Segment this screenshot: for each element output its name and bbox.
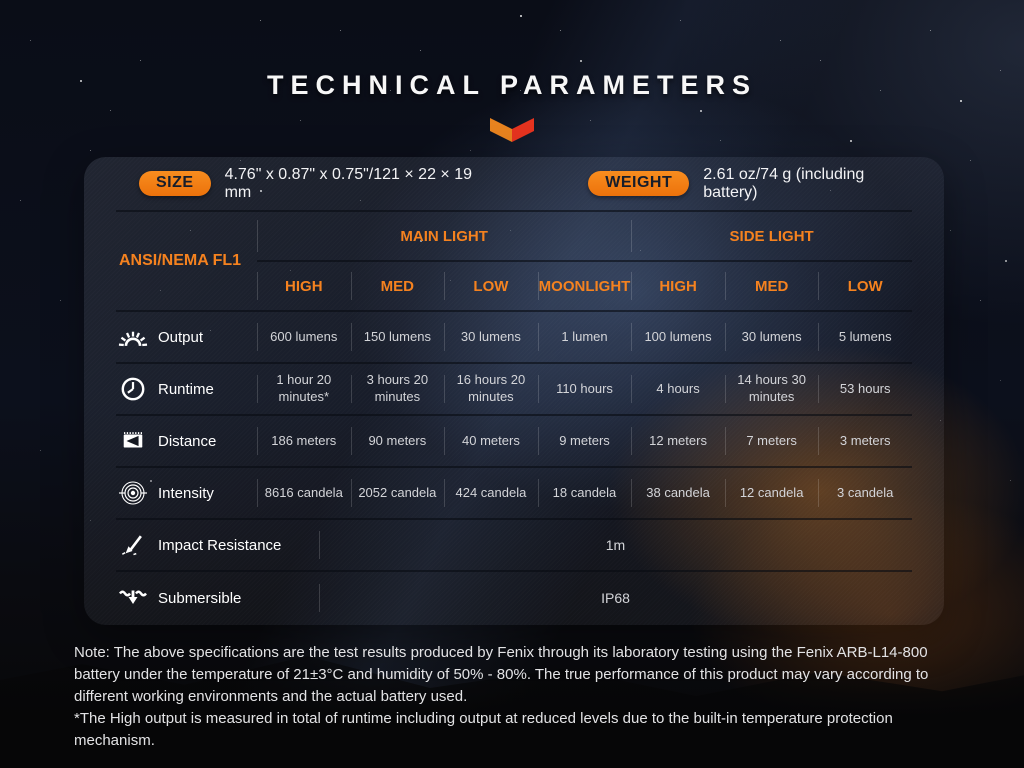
column-header-high-0: HIGH [257, 262, 351, 312]
ansi-nema-label: ANSI/NEMA FL1 [116, 212, 257, 312]
starfield-bright [0, 0, 2, 2]
table-cell: 8616 candela [257, 468, 351, 520]
page-title: TECHNICAL PARAMETERS [266, 70, 757, 100]
note-main: Note: The above specifications are the t… [74, 644, 929, 705]
row-label-output: Output [116, 312, 257, 364]
row-label-text: Runtime [158, 380, 214, 398]
table-cell: 2052 candela [350, 468, 445, 520]
spec-panel: SIZE 4.76" x 0.87" x 0.75"/121 × 22 × 19… [84, 157, 944, 625]
table-cell: 4 hours [631, 364, 725, 416]
table-cell: 16 hours 20 minutes [444, 364, 538, 416]
weight-value: 2.61 oz/74 g (including battery) [703, 165, 865, 201]
intensity-icon [118, 479, 148, 507]
merged-cell: 1m [319, 537, 912, 553]
row-label-text: Intensity [158, 484, 214, 502]
table-cell: 30 lumens [724, 312, 819, 364]
table-cell: 1 hour 20 minutes* [257, 364, 351, 416]
column-header-moonlight-3: MOONLIGHT [537, 262, 632, 312]
table-cell: 150 lumens [350, 312, 445, 364]
clock-icon [118, 376, 148, 402]
table-cell: 1 lumen [537, 312, 632, 364]
ansi-fl1-table: ANSI/NEMA FL1 MAIN LIGHT SIDE LIGHT HIGH MED… [116, 212, 912, 520]
table-cell: 18 candela [537, 468, 632, 520]
row-label-submersible: Submersible [116, 585, 319, 611]
column-header-med-1: MED [350, 262, 445, 312]
group-header-main-light: MAIN LIGHT [257, 212, 632, 262]
merged-rows: Impact Resistance 1m Submersible IP68 [84, 520, 944, 624]
group-header-side-light: SIDE LIGHT [631, 212, 912, 262]
table-cell: 53 hours [818, 364, 912, 416]
table-cell: 30 lumens [444, 312, 538, 364]
row-label-intensity: Intensity [116, 468, 257, 520]
row-label-impact-resistance: Impact Resistance [116, 532, 319, 558]
submersible-icon [118, 585, 148, 611]
table-cell: 12 meters [631, 416, 725, 468]
column-header-low-6: LOW [818, 262, 912, 312]
impact-icon [118, 532, 148, 558]
table-cell: 100 lumens [631, 312, 725, 364]
merged-cell: IP68 [319, 590, 912, 606]
row-label-text: Output [158, 328, 204, 346]
row-label-distance: Distance [116, 416, 257, 468]
row-label-text: Distance [158, 432, 217, 450]
row-label-runtime: Runtime [116, 364, 257, 416]
table-cell: 3 meters [818, 416, 912, 468]
table-cell: 600 lumens [257, 312, 351, 364]
row-impact-resistance: Impact Resistance 1m [116, 520, 912, 572]
footnotes: Note: The above specifications are the t… [74, 642, 958, 752]
table-cell: 5 lumens [818, 312, 912, 364]
row-submersible: Submersible IP68 [116, 572, 912, 624]
weight-badge: WEIGHT [588, 171, 690, 196]
table-cell: 38 candela [631, 468, 725, 520]
table-cell: 12 candela [724, 468, 819, 520]
table-cell: 40 meters [444, 416, 538, 468]
table-cell: 110 hours [537, 364, 632, 416]
row-label-text: Impact Resistance [158, 536, 282, 554]
table-cell: 90 meters [350, 416, 445, 468]
column-header-low-2: LOW [444, 262, 538, 312]
table-cell: 7 meters [724, 416, 819, 468]
chevron-down-icon [490, 118, 534, 142]
size-weight-row: SIZE 4.76" x 0.87" x 0.75"/121 × 22 × 19… [116, 157, 912, 212]
column-header-med-5: MED [724, 262, 819, 312]
row-label-text: Submersible [158, 589, 242, 607]
table-cell: 9 meters [537, 416, 632, 468]
table-cell: 424 candela [444, 468, 538, 520]
chevron-divider [0, 116, 1024, 143]
note-asterisk: *The High output is measured in total of… [74, 710, 893, 749]
table-cell: 3 candela [818, 468, 912, 520]
table-cell: 14 hours 30 minutes [724, 364, 819, 416]
table-cell: 186 meters [257, 416, 351, 468]
size-badge: SIZE [139, 171, 211, 196]
table-cell: 3 hours 20 minutes [350, 364, 445, 416]
sunburst-icon [118, 325, 148, 349]
size-value: 4.76" x 0.87" x 0.75"/121 × 22 × 19 mm [224, 165, 473, 201]
distance-icon [118, 428, 148, 454]
column-header-high-4: HIGH [631, 262, 725, 312]
